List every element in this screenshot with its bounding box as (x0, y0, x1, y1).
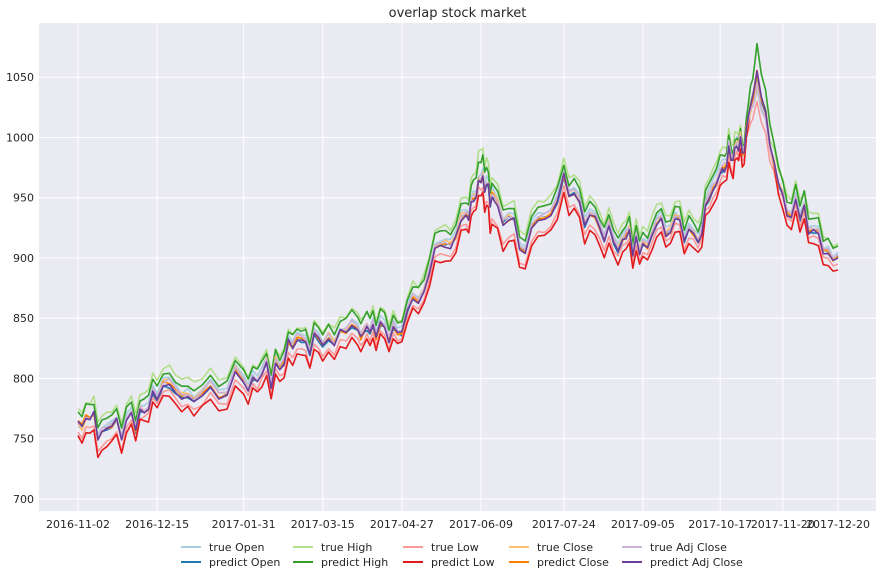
chart-title: overlap stock market (389, 6, 527, 21)
series-line-true-adj-close (77, 82, 839, 440)
series-lines (77, 42, 839, 459)
series-line-true-low (77, 100, 839, 453)
y-axis-ticks: 700 750 800 850 900 950 1000 1050 (6, 71, 34, 506)
y-tick-label: 700 (13, 493, 34, 506)
legend-label-true-low: true Low (431, 541, 479, 554)
grid (39, 23, 876, 511)
legend-label-predict-low: predict Low (431, 556, 495, 569)
plot-area (39, 23, 876, 511)
x-tick-label: 2017-11-20 (751, 518, 815, 531)
x-tick-label: 2017-06-09 (449, 518, 513, 531)
x-tick-label: 2017-09-05 (611, 518, 675, 531)
x-tick-label: 2017-01-31 (212, 518, 276, 531)
y-tick-label: 1050 (6, 71, 34, 84)
y-tick-label: 950 (13, 192, 34, 205)
legend-label-predict-high: predict High (321, 556, 388, 569)
x-tick-label: 2017-03-15 (291, 518, 355, 531)
legend-label-true-close: true Close (537, 541, 593, 554)
legend-label-true-open: true Open (209, 541, 264, 554)
y-tick-label: 850 (13, 312, 34, 325)
legend-label-true-adj-close: true Adj Close (650, 541, 727, 554)
legend-label-predict-adj-close: predict Adj Close (650, 556, 743, 569)
x-tick-label: 2017-04-27 (370, 518, 434, 531)
series-line-predict-high (77, 42, 839, 429)
y-tick-label: 1000 (6, 131, 34, 144)
y-tick-label: 800 (13, 372, 34, 385)
y-tick-label: 900 (13, 252, 34, 265)
x-tick-label: 2017-12-20 (806, 518, 870, 531)
x-tick-label: 2016-11-02 (46, 518, 110, 531)
legend-label-true-high: true High (321, 541, 372, 554)
series-line-predict-adj-close (77, 70, 839, 441)
y-tick-label: 750 (13, 433, 34, 446)
x-tick-label: 2017-10-17 (688, 518, 752, 531)
legend-label-predict-close: predict Close (537, 556, 609, 569)
x-tick-label: 2017-07-24 (532, 518, 596, 531)
series-line-predict-low (77, 69, 839, 459)
x-axis-ticks: 2016-11-02 2016-12-15 2017-01-31 2017-03-15… (46, 518, 870, 531)
series-line-true-high (77, 73, 839, 425)
x-tick-label: 2016-12-15 (125, 518, 189, 531)
legend-label-predict-open: predict Open (209, 556, 280, 569)
legend: true Open true High true Low true Close true… (181, 541, 743, 569)
